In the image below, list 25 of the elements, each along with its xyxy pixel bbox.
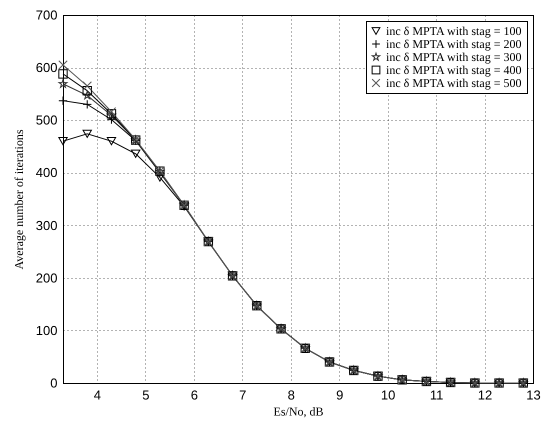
y-tick-label: 700 (36, 8, 58, 22)
legend-label: inc δ MPTA with stag = 500 (386, 76, 522, 90)
x-axis-title: Es/No, dB (273, 404, 324, 418)
x-tick-label: 7 (239, 388, 246, 402)
legend-label: inc δ MPTA with stag = 400 (386, 63, 522, 77)
x-tick-label: 5 (142, 388, 150, 402)
legend-label: inc δ MPTA with stag = 200 (386, 37, 522, 51)
y-tick-label: 0 (50, 376, 58, 390)
y-tick-label: 300 (36, 218, 58, 233)
x-tick-label: 4 (94, 388, 102, 402)
x-tick-label: 10 (380, 388, 396, 402)
x-tick-label: 8 (288, 388, 295, 402)
x-tick-label: 13 (526, 388, 541, 402)
x-tick-label: 11 (430, 388, 444, 402)
legend-label: inc δ MPTA with stag = 300 (386, 50, 522, 64)
y-tick-label: 600 (36, 60, 58, 76)
y-tick-label: 100 (36, 322, 58, 338)
y-axis-title: Average number of iterations (12, 129, 26, 270)
y-tick-label: 500 (36, 112, 58, 128)
y-tick-label: 400 (36, 165, 58, 180)
y-tick-label: 200 (36, 270, 58, 286)
x-tick-label: 9 (336, 388, 344, 402)
legend-label: inc δ MPTA with stag = 100 (386, 24, 522, 38)
x-tick-label: 12 (478, 388, 492, 402)
x-tick-label: 6 (190, 388, 198, 402)
